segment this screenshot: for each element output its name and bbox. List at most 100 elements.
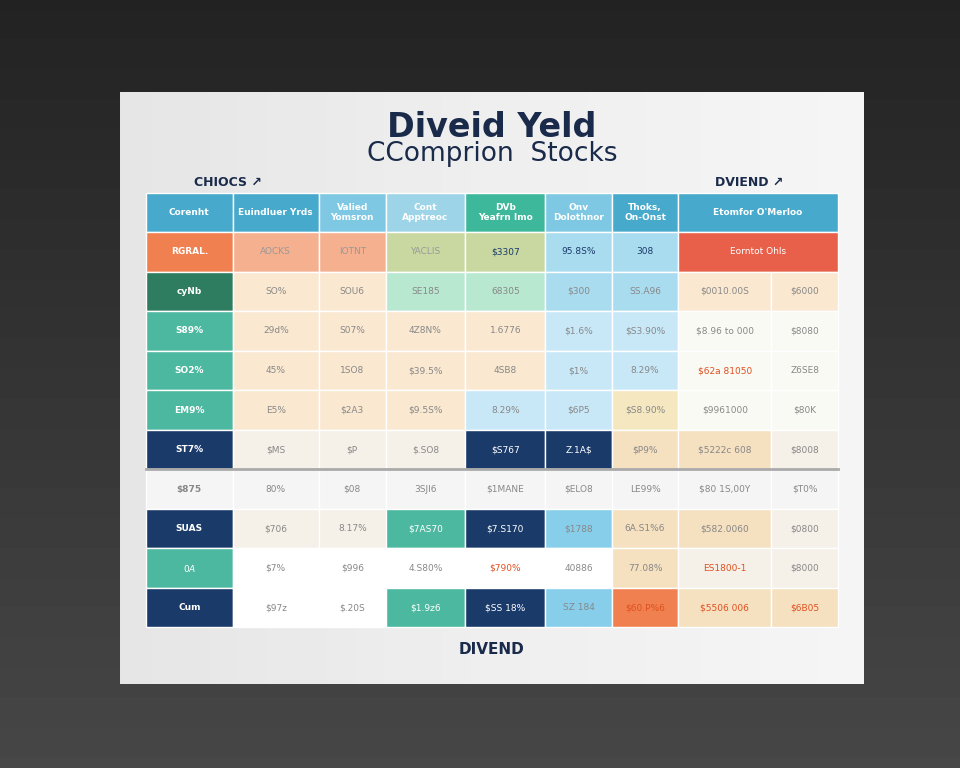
Text: E5%: E5% [266,406,286,415]
Text: $8.96 to 000: $8.96 to 000 [696,326,754,336]
Text: 80%: 80% [266,485,286,494]
Text: $60.P%6: $60.P%6 [625,603,665,612]
Text: Eorntot Ohls: Eorntot Ohls [730,247,786,257]
Text: SE185: SE185 [411,287,440,296]
Text: $2A3: $2A3 [341,406,364,415]
FancyBboxPatch shape [679,193,838,232]
FancyBboxPatch shape [679,430,772,469]
Text: $875: $875 [177,485,202,494]
FancyBboxPatch shape [679,232,838,272]
FancyBboxPatch shape [466,548,545,588]
FancyBboxPatch shape [612,509,679,548]
Text: 68305: 68305 [491,287,519,296]
FancyBboxPatch shape [679,390,772,430]
FancyBboxPatch shape [679,548,772,588]
FancyBboxPatch shape [386,469,466,509]
FancyBboxPatch shape [612,232,679,272]
Text: 95.8S%: 95.8S% [562,247,596,257]
FancyBboxPatch shape [146,588,232,627]
FancyBboxPatch shape [466,430,545,469]
Text: DVIEND ↗: DVIEND ↗ [715,176,783,189]
FancyBboxPatch shape [545,232,612,272]
Text: $5222c 608: $5222c 608 [698,445,752,454]
FancyBboxPatch shape [386,548,466,588]
FancyBboxPatch shape [386,311,466,351]
Text: $7.S170: $7.S170 [487,524,524,533]
Text: $8080: $8080 [790,326,819,336]
FancyBboxPatch shape [386,193,466,232]
FancyBboxPatch shape [232,193,319,232]
Text: $8008: $8008 [790,445,819,454]
FancyBboxPatch shape [466,351,545,390]
Text: Valied
Yomsron: Valied Yomsron [330,203,374,222]
Text: Etomfor O'Merloo: Etomfor O'Merloo [713,208,803,217]
FancyBboxPatch shape [386,390,466,430]
FancyBboxPatch shape [772,469,838,509]
Text: $62a 81050: $62a 81050 [698,366,752,375]
Text: $6000: $6000 [790,287,819,296]
Text: $9961000: $9961000 [702,406,748,415]
Text: $T0%: $T0% [792,485,818,494]
FancyBboxPatch shape [545,430,612,469]
Text: $S8.90%: $S8.90% [625,406,665,415]
Text: $790%: $790% [490,564,521,573]
FancyBboxPatch shape [612,548,679,588]
Text: AOCKS: AOCKS [260,247,291,257]
FancyBboxPatch shape [232,272,319,311]
FancyBboxPatch shape [466,272,545,311]
FancyBboxPatch shape [319,588,386,627]
Text: $3307: $3307 [491,247,519,257]
Text: ST7%: ST7% [176,445,204,454]
FancyBboxPatch shape [612,390,679,430]
FancyBboxPatch shape [545,548,612,588]
Text: $80K: $80K [793,406,816,415]
Text: $7AS70: $7AS70 [408,524,443,533]
Text: $08: $08 [344,485,361,494]
Text: LE99%: LE99% [630,485,660,494]
Text: Thoks,
On-Onst: Thoks, On-Onst [624,203,666,222]
Text: CHIOCS ↗: CHIOCS ↗ [194,176,262,189]
FancyBboxPatch shape [679,588,772,627]
Text: 8.29%: 8.29% [631,366,660,375]
Text: SS.A96: SS.A96 [629,287,661,296]
Text: $9.5S%: $9.5S% [408,406,443,415]
Text: Diveid Yeld: Diveid Yeld [387,111,597,144]
FancyBboxPatch shape [612,430,679,469]
FancyBboxPatch shape [545,193,612,232]
FancyBboxPatch shape [612,351,679,390]
Text: $706: $706 [264,524,287,533]
Text: $582.0060: $582.0060 [701,524,749,533]
Text: $S3.90%: $S3.90% [625,326,665,336]
Text: 8.29%: 8.29% [491,406,519,415]
FancyBboxPatch shape [466,311,545,351]
FancyBboxPatch shape [466,588,545,627]
Text: 8.17%: 8.17% [338,524,367,533]
FancyBboxPatch shape [319,272,386,311]
FancyBboxPatch shape [146,351,232,390]
FancyBboxPatch shape [146,509,232,548]
FancyBboxPatch shape [232,390,319,430]
FancyBboxPatch shape [232,469,319,509]
FancyBboxPatch shape [466,509,545,548]
Text: 1.6776: 1.6776 [490,326,521,336]
Text: $ELO8: $ELO8 [564,485,593,494]
Text: DVb
Yeafrn Imo: DVb Yeafrn Imo [478,203,533,222]
Text: 4Z8N%: 4Z8N% [409,326,442,336]
FancyBboxPatch shape [386,430,466,469]
Text: SUAS: SUAS [176,524,203,533]
Text: $97z: $97z [265,603,287,612]
FancyBboxPatch shape [612,588,679,627]
FancyBboxPatch shape [386,232,466,272]
FancyBboxPatch shape [466,193,545,232]
Text: $0010.00S: $0010.00S [701,287,750,296]
Text: S89%: S89% [176,326,204,336]
FancyBboxPatch shape [146,311,232,351]
Text: $7%: $7% [266,564,286,573]
Text: Z.1A$: Z.1A$ [565,445,591,454]
Text: 4SB8: 4SB8 [493,366,516,375]
Text: DIVEND: DIVEND [459,642,525,657]
FancyBboxPatch shape [319,351,386,390]
FancyBboxPatch shape [612,193,679,232]
FancyBboxPatch shape [679,351,772,390]
Text: RGRAL.: RGRAL. [171,247,208,257]
